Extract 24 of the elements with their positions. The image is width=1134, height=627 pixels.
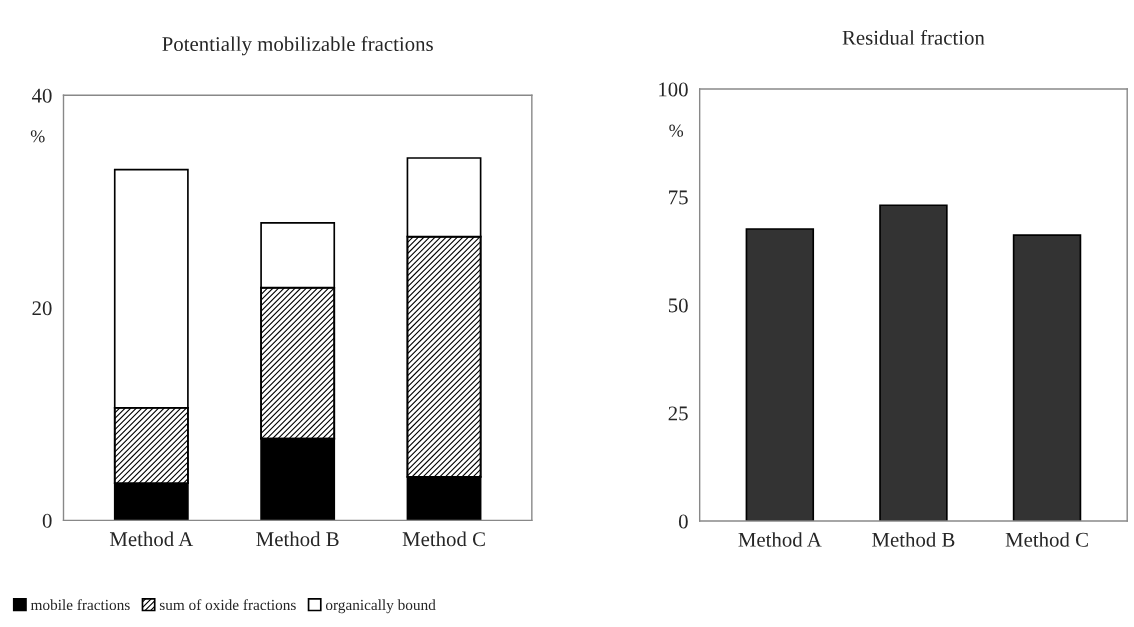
bar	[1012, 234, 1082, 522]
y-tick-label: 0	[42, 513, 52, 528]
x-tick-label: Method B	[256, 531, 339, 547]
legend-label: organically bound	[325, 599, 436, 614]
x-tick-label: Method A	[109, 531, 194, 547]
legend-label: sum of oxide fractions	[159, 599, 296, 611]
y-axis-title: %	[669, 124, 684, 137]
bar	[745, 228, 815, 522]
y-tick-label: 40	[31, 88, 52, 103]
chart-title: Potentially mobilizable fractions	[162, 36, 433, 56]
x-tick-label: Method B	[872, 532, 955, 547]
x-tick-label: Method A	[738, 532, 822, 547]
x-tick-label: Method C	[402, 531, 485, 547]
x-tick-label: Method C	[1005, 532, 1088, 547]
bar	[879, 204, 948, 522]
y-tick-label: 25	[668, 406, 688, 421]
y-tick-label: 0	[678, 514, 688, 529]
y-tick-label: 20	[32, 301, 52, 316]
y-axis-title: %	[30, 130, 45, 143]
y-tick-label: 75	[669, 190, 688, 205]
legend-label: mobile fractions	[30, 599, 130, 611]
y-tick-label: 50	[668, 298, 688, 313]
y-tick-label: 100	[659, 82, 688, 97]
chart-title: Residual fraction	[842, 29, 985, 45]
